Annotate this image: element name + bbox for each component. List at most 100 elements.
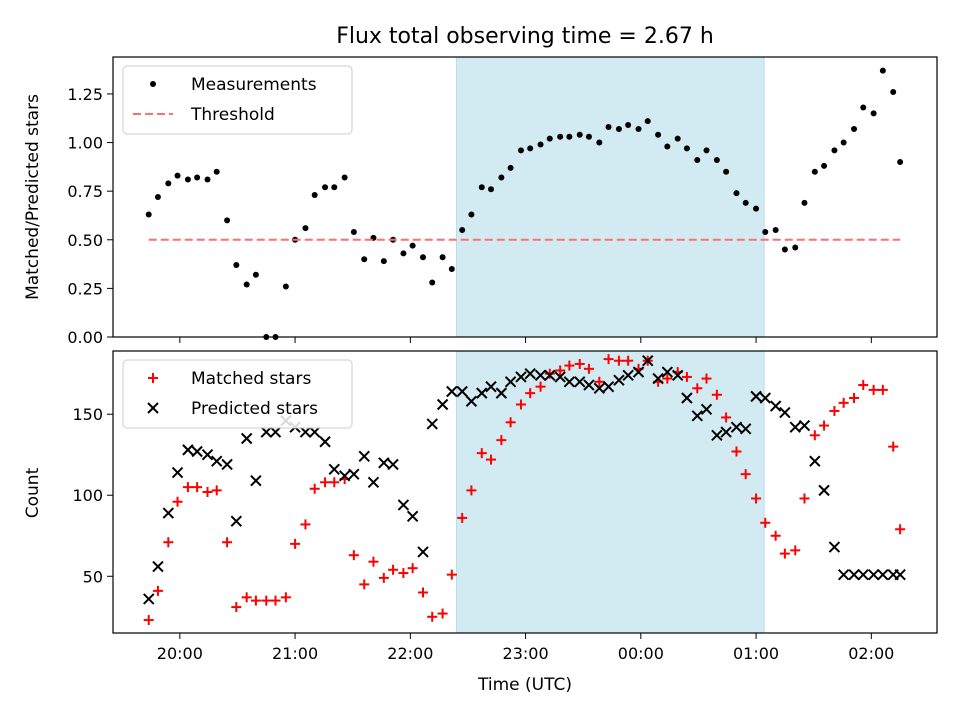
measurements-point (635, 125, 642, 132)
measurements-point (557, 133, 564, 140)
measurements-point (713, 157, 720, 164)
axes-frame-top (112, 56, 938, 338)
matched-stars-point (202, 487, 213, 497)
predicted-stars-point (877, 568, 889, 581)
matched-stars-point (407, 563, 418, 574)
legend-swatch (147, 402, 159, 414)
predicted-stars-point (848, 568, 860, 581)
matched-stars-point (760, 517, 771, 528)
matched-stars-point (829, 405, 840, 416)
measurements-point (145, 211, 152, 218)
measurements-point (664, 143, 671, 150)
measurements-point (615, 125, 622, 132)
predicted-stars-point (221, 458, 233, 471)
predicted-stars-point (671, 369, 684, 382)
matched-stars-point (555, 365, 566, 376)
matched-stars-point (261, 595, 272, 606)
x-tick-label: 21:00 (272, 644, 318, 663)
measurements-point (341, 174, 348, 181)
predicted-stars-point (720, 426, 732, 438)
predicted-stars-point (143, 593, 155, 605)
predicted-stars-point (700, 403, 713, 416)
measurements-point (801, 199, 808, 206)
predicted-stars-point (456, 385, 468, 398)
plot-layer: 0.00 0.25 0.50 0.75 1.00 1.25 Measurements Thre… (67, 56, 938, 663)
matched-stars-point (437, 608, 448, 619)
legend-top: Measurements Threshold (122, 65, 353, 135)
matched-stars-point (446, 569, 457, 580)
measurements-point (870, 110, 877, 117)
measurements-point (694, 157, 701, 164)
measurements-point (703, 147, 710, 154)
matched-stars-point (711, 389, 722, 400)
matched-stars-point (359, 579, 370, 590)
y-tick-label: 0.75 (67, 182, 103, 201)
matched-stars-point (819, 420, 830, 431)
measurements-point (811, 168, 818, 175)
matched-stars-point (388, 564, 399, 575)
measurements-point (448, 265, 455, 272)
predicted-stars-point (338, 470, 351, 482)
predicted-stars-point (642, 355, 654, 367)
measurements-point (331, 184, 338, 191)
y-tick-label: 1.00 (67, 134, 103, 153)
predicted-stars-point (426, 418, 438, 430)
measurements-point (204, 176, 211, 183)
legend-label: Measurements (191, 75, 317, 95)
matched-stars-point (211, 485, 222, 496)
predicted-stars-point (574, 376, 586, 388)
matched-stars-point (692, 383, 703, 394)
legend-bottom: Matched stars Predicted stars (122, 359, 353, 429)
measurements-point (174, 172, 181, 179)
y-tick-label: 0.00 (67, 328, 103, 347)
predicted-stars-point (152, 560, 164, 573)
matched-stars-point (250, 595, 261, 606)
predicted-stars-point (250, 474, 262, 487)
legend-box (122, 65, 353, 135)
measurements-point (851, 125, 858, 132)
matched-stars-point (574, 358, 585, 369)
legend-label: Threshold (190, 105, 275, 125)
matched-stars-point (594, 376, 605, 387)
predicted-stars-point (171, 466, 184, 479)
measurements-point (488, 186, 495, 193)
predicted-stars-point (367, 476, 380, 488)
measurements-point (165, 180, 172, 187)
predicted-stars-point (818, 484, 830, 497)
predicted-stars-point (211, 455, 223, 467)
predicted-stars-point (436, 398, 449, 411)
measurements-point (154, 194, 161, 200)
measurements-point (781, 246, 788, 253)
measurements-point (194, 174, 201, 181)
matched-stars-point (888, 441, 899, 452)
matched-stars-point (329, 477, 340, 488)
predicted-stars-point (524, 367, 536, 380)
matched-stars-point (300, 519, 311, 530)
matched-stars-point (877, 384, 888, 395)
matched-stars-point (466, 485, 477, 496)
measurements-point (468, 211, 475, 218)
measurements-point (439, 254, 446, 261)
predicted-stars-point (750, 390, 762, 403)
axes-frame-bottom (112, 350, 938, 634)
measurements-point (566, 133, 573, 140)
matched-stars-point (427, 611, 438, 622)
predicted-stars-point (613, 374, 625, 386)
predicted-stars-point (828, 541, 841, 553)
predicted-stars-point (162, 507, 175, 519)
measurements-point (361, 256, 368, 263)
matched-stars-point (535, 381, 546, 392)
predicted-stars-point (602, 380, 615, 393)
chart-title: Flux total observing time = 2.67 h (336, 24, 714, 49)
matched-stars-point (418, 587, 429, 598)
measurements-point (772, 227, 779, 234)
y-tick-label: 100 (72, 486, 103, 505)
measurements-point (576, 131, 583, 138)
predicted-stars-point (661, 366, 674, 378)
measurements-point (498, 174, 505, 181)
matched-stars-point (603, 354, 614, 365)
predicted-stars-point (593, 382, 606, 394)
predicted-stars-point (504, 376, 517, 388)
predicted-stars-point (739, 423, 752, 435)
measurements-point (890, 89, 897, 95)
